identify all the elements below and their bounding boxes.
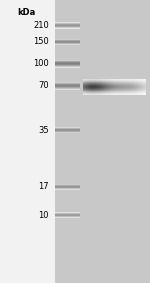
Text: 70: 70	[38, 81, 49, 90]
Text: 10: 10	[38, 211, 49, 220]
Text: 210: 210	[33, 21, 49, 30]
Text: 17: 17	[38, 182, 49, 191]
Text: 35: 35	[38, 126, 49, 135]
Text: 100: 100	[33, 59, 49, 68]
Text: 150: 150	[33, 37, 49, 46]
Bar	[55, 0, 150, 283]
Bar	[0, 0, 55, 283]
Text: kDa: kDa	[17, 8, 35, 18]
